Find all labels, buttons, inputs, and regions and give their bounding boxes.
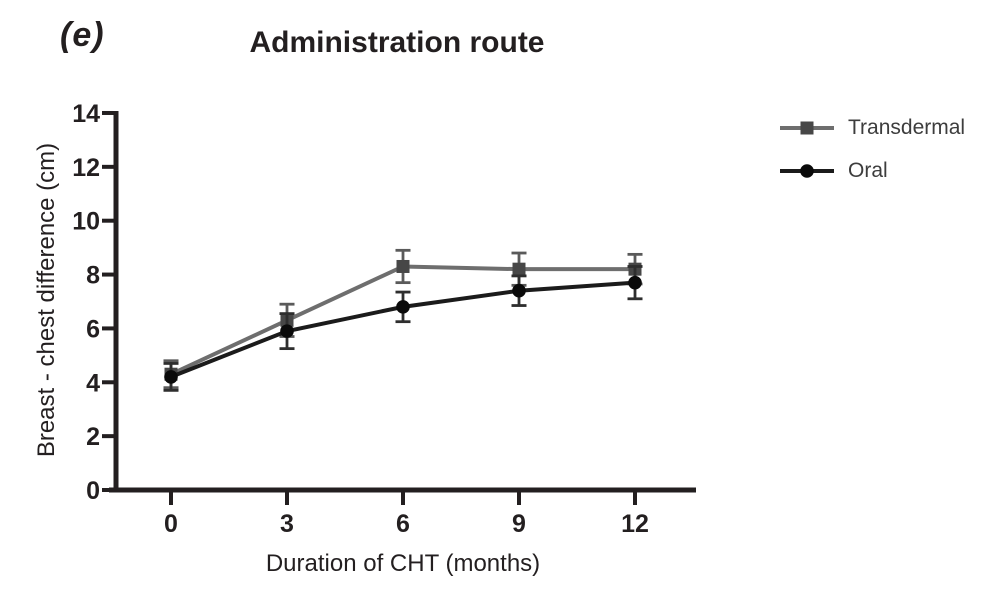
- data-point-circle-marker: [628, 275, 642, 290]
- y-tick-label: 10: [72, 208, 100, 236]
- data-point-circle-marker: [164, 370, 178, 384]
- x-axis-label: Duration of CHT (months): [265, 550, 541, 577]
- legend-label: Oral: [848, 159, 888, 182]
- circle-marker-icon: [780, 164, 834, 178]
- y-tick-label: 0: [86, 477, 100, 505]
- y-tick-label: 2: [86, 423, 100, 451]
- x-tick-label: 3: [280, 510, 294, 538]
- y-tick-label: 4: [86, 369, 100, 397]
- x-tick-label: 9: [512, 510, 526, 538]
- data-point-circle-marker: [512, 283, 526, 298]
- y-tick-label: 14: [72, 100, 100, 128]
- data-point-circle-marker: [280, 324, 294, 338]
- square-marker-icon: [780, 121, 834, 135]
- legend-item-transdermal: Transdermal: [778, 116, 965, 140]
- legend: Transdermal Oral: [778, 116, 965, 183]
- legend-label: Transdermal: [848, 116, 966, 139]
- x-tick-label: 0: [164, 510, 178, 538]
- chart-title: Administration route: [249, 26, 545, 59]
- panel-label: (e): [60, 16, 105, 54]
- data-point-square-marker: [512, 262, 526, 276]
- data-point-square-marker: [396, 259, 410, 273]
- y-tick-label: 12: [72, 154, 100, 182]
- y-axis-label: Breast - chest difference (cm): [33, 142, 60, 458]
- y-tick-label: 8: [86, 262, 100, 290]
- x-tick-label: 6: [396, 510, 410, 538]
- legend-item-oral: Oral: [778, 159, 965, 183]
- x-tick-label: 12: [621, 510, 649, 538]
- y-tick-label: 6: [86, 315, 100, 343]
- data-point-circle-marker: [396, 300, 410, 314]
